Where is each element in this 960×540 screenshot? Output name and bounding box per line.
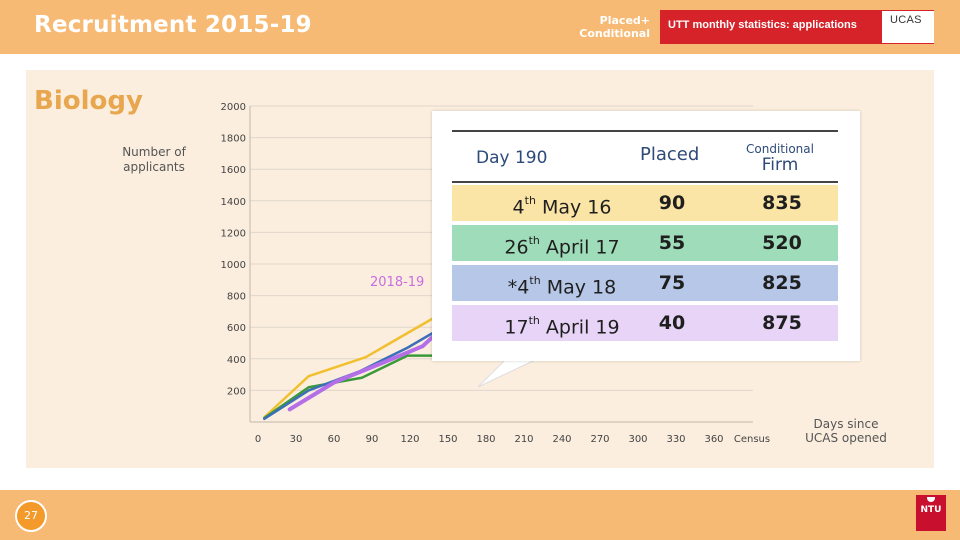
row-date: 17th April 19 — [472, 305, 652, 345]
x-tick-label: 30 — [290, 434, 303, 445]
y-tick-label: 400 — [227, 355, 246, 366]
x-tick-label: 60 — [328, 434, 341, 445]
x-tick-label: 300 — [628, 434, 647, 445]
date-suffix: th — [528, 314, 540, 327]
x-tick-label: Census — [734, 434, 770, 445]
date-day: 17 — [504, 316, 529, 339]
y-tick-label: 600 — [227, 323, 246, 334]
y-tick-label: 1800 — [221, 134, 246, 145]
page-number: 27 — [15, 500, 47, 532]
table-row: 4th May 16 90 835 — [452, 185, 838, 221]
subject-title: Biology — [34, 86, 143, 116]
ucas-logo-text: UCAS — [890, 14, 922, 26]
row-firm: 875 — [762, 312, 802, 334]
header-bar: Recruitment 2015-19 Placed+ Conditional … — [0, 0, 960, 54]
date-suffix: th — [529, 274, 541, 287]
x-tick-label: 180 — [476, 434, 495, 445]
series-line-1 — [263, 297, 469, 419]
table-header-firm: Firm — [761, 155, 799, 175]
x-tick-label: 360 — [704, 434, 723, 445]
placed-label-line1: Placed+ — [599, 14, 650, 27]
date-suffix: th — [528, 234, 540, 247]
row-date: 4th May 16 — [472, 185, 652, 225]
x-tick-label: 150 — [438, 434, 457, 445]
table-row: 26th April 17 55 520 — [452, 225, 838, 261]
series-annotation-label: 2018-19 — [370, 275, 424, 290]
y-tick-label: 1000 — [221, 260, 246, 271]
ucas-logo: UCAS — [882, 11, 934, 43]
row-firm: 835 — [762, 192, 802, 214]
page-title: Recruitment 2015-19 — [34, 12, 312, 38]
x-tick-label: 120 — [400, 434, 419, 445]
table-header-conditional: Conditional — [746, 142, 814, 156]
x-tick-label: 240 — [552, 434, 571, 445]
callout-pointer — [477, 359, 536, 388]
banner-text: UTT monthly statistics: applications — [668, 19, 857, 31]
statistics-banner: UTT monthly statistics: applications UCA… — [660, 10, 934, 44]
x-tick-label: 90 — [366, 434, 379, 445]
placed-conditional-label: Placed+ Conditional — [560, 14, 650, 40]
date-month-year: May 18 — [540, 276, 617, 299]
ntu-logo: NTU — [916, 495, 946, 531]
y-axis-label: Number of applicants — [122, 145, 186, 174]
table-row: 17th April 19 40 875 — [452, 305, 838, 341]
y-tick-label: 200 — [227, 386, 246, 397]
x-tick-label: 0 — [255, 434, 261, 445]
row-placed: 75 — [658, 272, 686, 294]
date-month-year: April 17 — [539, 236, 620, 259]
footer-bar — [0, 490, 960, 540]
date-day: 4 — [512, 196, 525, 219]
date-day: *4 — [507, 276, 530, 299]
placed-label-line2: Conditional — [579, 27, 650, 40]
table-header-placed: Placed — [640, 144, 700, 165]
y-tick-label: 1600 — [221, 165, 246, 176]
row-firm: 825 — [762, 272, 802, 294]
x-tick-label: 330 — [666, 434, 685, 445]
date-day: 26 — [504, 236, 529, 259]
x-tick-label: 270 — [590, 434, 609, 445]
row-date: 26th April 17 — [472, 225, 652, 265]
y-tick-label: 800 — [227, 292, 246, 303]
row-placed: 40 — [658, 312, 686, 334]
date-month-year: May 16 — [535, 196, 612, 219]
y-tick-label: 2000 — [221, 102, 246, 113]
table-top-rule — [452, 130, 838, 132]
row-date: *4th May 18 — [472, 265, 652, 305]
table-header-rule — [452, 181, 838, 183]
table-row: *4th May 18 75 825 — [452, 265, 838, 301]
x-tick-label: 210 — [514, 434, 533, 445]
ntu-logo-text: NTU — [920, 505, 942, 515]
x-axis-title: Days since UCAS opened — [805, 417, 887, 445]
y-tick-label: 1200 — [221, 228, 246, 239]
row-firm: 520 — [762, 232, 802, 254]
row-placed: 90 — [658, 192, 686, 214]
date-month-year: April 19 — [539, 316, 620, 339]
ntu-logo-notch — [927, 497, 935, 502]
row-placed: 55 — [658, 232, 686, 254]
y-tick-label: 1400 — [221, 197, 246, 208]
table-header-day: Day 190 — [476, 148, 548, 168]
series-line-2 — [263, 354, 462, 420]
date-suffix: th — [524, 194, 536, 207]
